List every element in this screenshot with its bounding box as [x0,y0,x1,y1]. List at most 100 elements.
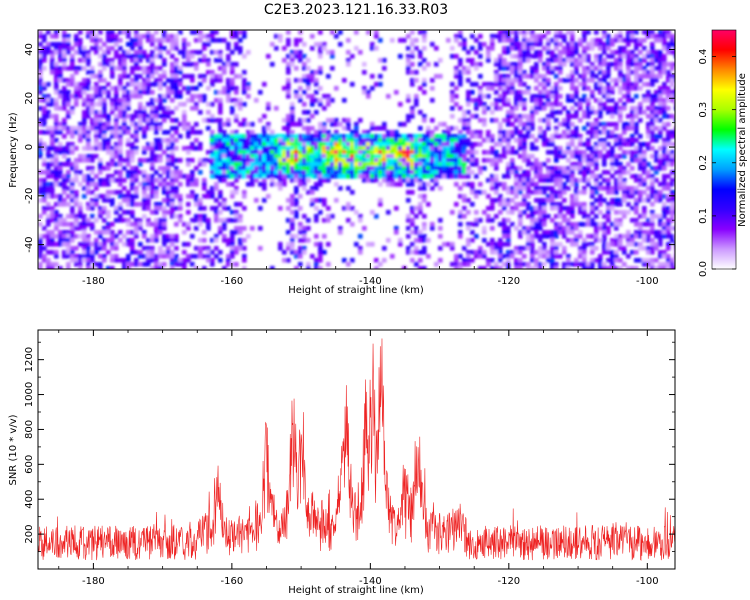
heatmap-cell [54,254,59,259]
heatmap-cell [426,130,431,135]
heatmap-cell [586,122,591,127]
heatmap-cell [630,38,635,43]
heatmap-cell [122,114,127,119]
heatmap-cell [326,146,331,151]
heatmap-cell [106,150,111,155]
heatmap-cell [642,190,647,195]
heatmap-cell [506,30,511,35]
heatmap-cell [42,190,47,195]
heatmap-cell [182,50,187,55]
heatmap-cell [42,98,47,103]
heatmap-cell [430,42,435,47]
heatmap-cell [86,58,91,63]
heatmap-cell [554,174,559,179]
heatmap-cell [414,262,419,267]
heatmap-cell [82,50,87,55]
heatmap-cell [186,150,191,155]
heatmap-cell [614,78,619,83]
heatmap-cell [238,38,243,43]
heatmap-cell [322,154,327,159]
heatmap-cell [150,234,155,239]
heatmap-cell [606,70,611,75]
heatmap-cell [114,98,119,103]
heatmap-cell [502,78,507,83]
heatmap-cell [514,166,519,171]
heatmap-cell [422,194,427,199]
heatmap-cell [38,74,43,79]
heatmap-cell [138,94,143,99]
heatmap-cell [578,38,583,43]
heatmap-cell [650,114,655,119]
heatmap-cell [78,82,83,87]
heatmap-cell [602,266,607,269]
heatmap-cell [626,202,631,207]
heatmap-cell [598,106,603,111]
heatmap-cell [642,110,647,115]
heatmap-cell [546,138,551,143]
heatmap-cell [358,154,363,159]
heatmap-cell [322,130,327,135]
heatmap-cell [374,138,379,143]
heatmap-cell [514,30,519,35]
heatmap-cell [622,106,627,111]
heatmap-cell [66,42,71,47]
heatmap-cell [130,230,135,235]
heatmap-cell [234,178,239,183]
heatmap-cell [86,138,91,143]
heatmap-cell [598,66,603,71]
heatmap-cell [418,154,423,159]
heatmap-cell [546,194,551,199]
heatmap-cell [42,38,47,43]
heatmap-cell [422,138,427,143]
heatmap-cell [174,138,179,143]
heatmap-cell [110,230,115,235]
heatmap-cell [78,226,83,231]
heatmap-cell [126,150,131,155]
heatmap-cell [622,138,627,143]
heatmap-cell [66,142,71,147]
heatmap-cell [634,198,639,203]
heatmap-cell [650,58,655,63]
heatmap-cell [670,74,675,79]
heatmap-cell [94,90,99,95]
heatmap-cell [78,94,83,99]
heatmap-cell [586,106,591,111]
heatmap-cell [82,82,87,87]
heatmap-cell [286,38,291,43]
heatmap-cell [350,130,355,135]
heatmap-cell [466,94,471,99]
heatmap-cell [462,46,467,51]
heatmap-cell [78,134,83,139]
heatmap-cell [114,246,119,251]
heatmap-cell [650,118,655,123]
heatmap-cell [286,150,291,155]
heatmap-cell [562,62,567,67]
heatmap-cell [550,170,555,175]
heatmap-cell [398,174,403,179]
heatmap-cell [234,226,239,231]
heatmap-cell [642,154,647,159]
heatmap-cell [378,162,383,167]
heatmap-cell [466,250,471,255]
heatmap-cell [74,198,79,203]
heatmap-cell [194,246,199,251]
heatmap-cell [346,218,351,223]
heatmap-cell [538,162,543,167]
heatmap-cell [486,106,491,111]
heatmap-cell [430,222,435,227]
heatmap-cell [94,122,99,127]
heatmap-cell [310,114,315,119]
heatmap-cell [246,174,251,179]
heatmap-cell [658,134,663,139]
heatmap-cell [126,42,131,47]
heatmap-cell [102,138,107,143]
heatmap-cell [666,262,671,267]
heatmap-cell [526,202,531,207]
heatmap-cell [158,126,163,131]
heatmap-cell [290,210,295,215]
heatmap-cell [558,202,563,207]
heatmap-cell [186,50,191,55]
heatmap-cell [550,230,555,235]
heatmap-cell [54,46,59,51]
heatmap-cell [534,206,539,211]
